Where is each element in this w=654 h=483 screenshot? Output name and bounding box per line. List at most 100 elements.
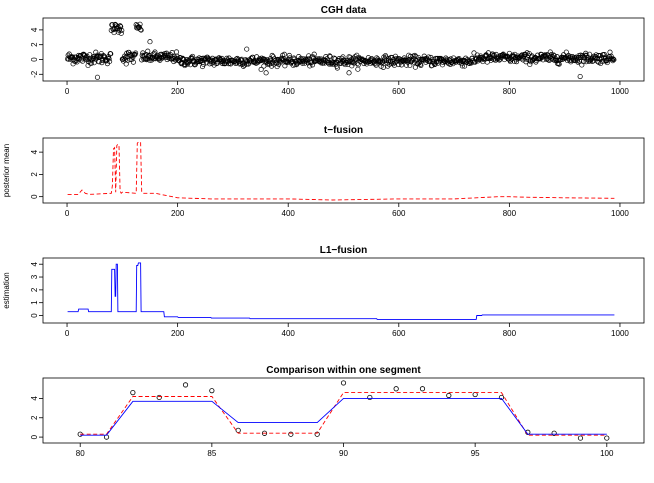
y-axis-label: posterior mean [2, 144, 11, 197]
data-point [133, 50, 139, 56]
y-tick-label: 4 [30, 396, 39, 401]
data-point [511, 58, 517, 64]
outlier-point [263, 70, 269, 76]
y-tick-label: 0 [30, 194, 39, 199]
data-point [564, 57, 570, 64]
points-series [77, 380, 610, 441]
data-point [373, 62, 379, 68]
data-point [593, 52, 599, 58]
solid-line-series [67, 262, 615, 320]
data-point [413, 54, 419, 60]
x-tick-label: 800 [503, 87, 517, 96]
data-point [599, 55, 605, 61]
x-tick-label: 0 [65, 209, 70, 218]
data-point [106, 56, 112, 62]
data-point [93, 49, 99, 55]
data-point [459, 63, 465, 69]
x-tick-label: 200 [171, 209, 185, 218]
y-tick-label: 4 [30, 261, 39, 266]
x-tick-label: 90 [339, 449, 348, 458]
data-point [311, 51, 317, 57]
x-tick-label: 400 [282, 209, 296, 218]
data-point [327, 53, 333, 59]
data-point [156, 394, 162, 401]
data-point [331, 55, 337, 61]
data-point [438, 55, 444, 62]
data-point [604, 435, 610, 441]
data-point [258, 66, 264, 73]
data-point [130, 390, 136, 396]
data-point [340, 54, 346, 60]
outlier-point [244, 46, 250, 52]
data-point [152, 49, 158, 55]
data-point [412, 52, 418, 59]
data-point [83, 54, 89, 60]
x-tick-label: 600 [392, 329, 406, 338]
data-point [314, 431, 320, 437]
data-point [385, 63, 391, 69]
data-point [209, 388, 215, 394]
plot-frame [42, 17, 645, 82]
y-tick-label: 1 [30, 300, 39, 305]
data-point [182, 63, 188, 69]
data-point [350, 55, 357, 61]
data-point [381, 54, 387, 60]
data-point [173, 49, 180, 55]
y-tick-label: -2 [30, 70, 39, 78]
data-point [393, 386, 399, 392]
data-point [355, 66, 361, 72]
solid-line-series [80, 397, 607, 436]
data-point [486, 55, 493, 61]
data-point [527, 61, 533, 68]
data-point [410, 56, 416, 63]
y-tick-label: 0 [30, 434, 39, 439]
outlier-point [577, 73, 583, 80]
panel-1: CGH data 0 200 400 600 800 1000 -2 0 2 4 [30, 5, 645, 96]
x-tick-label: 1000 [611, 209, 629, 218]
data-point [414, 60, 420, 66]
x-tick-label: 200 [171, 329, 185, 338]
y-tick-label: 2 [30, 287, 39, 292]
x-tick-label: 100 [600, 449, 614, 458]
data-point [586, 51, 593, 57]
x-tick-label: 800 [503, 209, 517, 218]
data-point [472, 59, 478, 65]
data-point [281, 51, 287, 57]
x-tick-label: 80 [76, 449, 85, 458]
data-point [288, 431, 294, 437]
panel-3: L1−fusion estimation 0 200 400 600 800 1000 0 1 2 3… [2, 245, 645, 338]
data-point [444, 56, 450, 62]
data-point [581, 55, 587, 61]
data-point [380, 64, 386, 70]
data-point [335, 58, 342, 64]
data-point [419, 386, 426, 392]
data-point [118, 24, 124, 30]
data-point [507, 59, 514, 65]
chart-title: L1−fusion [320, 245, 368, 256]
data-point [117, 23, 123, 29]
data-point [542, 52, 548, 58]
plot-frame [42, 257, 645, 324]
data-point [137, 21, 143, 27]
data-point [519, 52, 525, 58]
data-point [138, 27, 144, 33]
data-point [84, 56, 91, 62]
data-point [351, 60, 357, 66]
data-point [383, 54, 389, 60]
x-tick-label: 1000 [611, 87, 629, 96]
data-point [235, 427, 241, 433]
y-tick-label: 3 [30, 274, 39, 279]
y-tick-label: 2 [30, 415, 39, 420]
y-tick-label: 2 [30, 172, 39, 177]
x-tick-label: 400 [282, 329, 296, 338]
data-point [88, 60, 94, 66]
data-point [114, 23, 120, 29]
chart-title: Comparison within one segment [266, 365, 421, 376]
data-point [100, 53, 107, 59]
data-point [610, 56, 616, 62]
data-point [107, 58, 113, 64]
x-tick-label: 0 [65, 87, 70, 96]
data-point [432, 62, 438, 68]
plot-frame [42, 377, 645, 444]
